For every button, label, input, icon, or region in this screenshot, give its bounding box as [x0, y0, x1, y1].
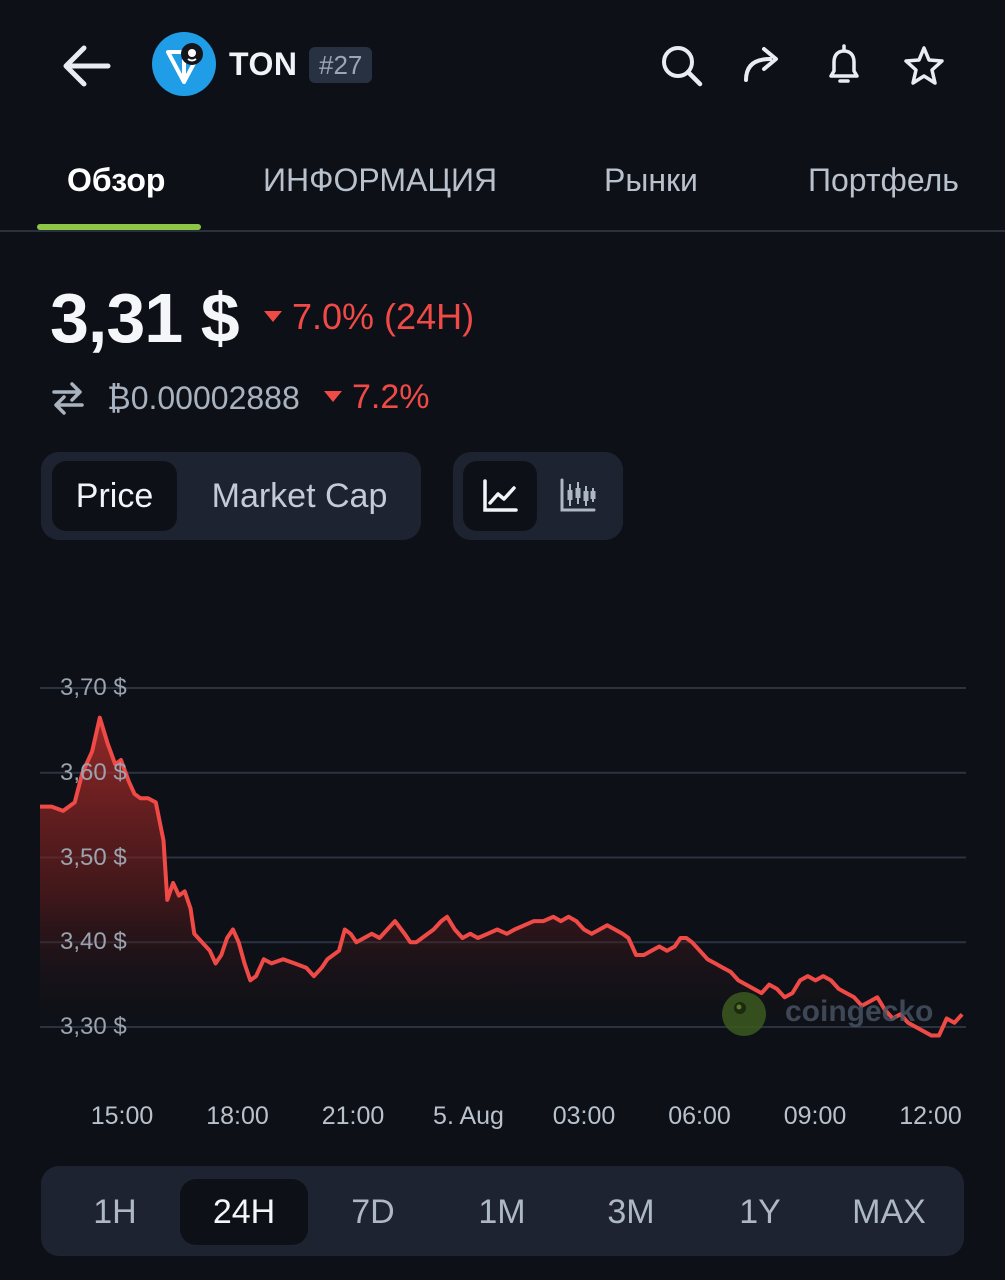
- candlestick-chart-button[interactable]: [541, 461, 615, 531]
- price-toggle-button[interactable]: Price: [52, 461, 177, 531]
- tab-portfolio[interactable]: Портфель: [808, 162, 959, 198]
- price-change-text: 7.0% (24H): [292, 296, 475, 337]
- y-axis-label: 3,70 $: [60, 674, 127, 701]
- btc-change: 7.2%: [324, 378, 430, 417]
- y-axis-label: 3,60 $: [60, 758, 127, 786]
- chart-area-fill: [40, 717, 963, 1040]
- chart-price-line: [40, 715, 964, 1038]
- x-axis-label: 12:00: [899, 1102, 962, 1130]
- current-price: 3,31 $: [50, 279, 240, 357]
- swap-arrows-icon[interactable]: [50, 380, 86, 416]
- range-max-button[interactable]: MAX: [852, 1193, 926, 1231]
- coin-symbol: TON: [229, 46, 298, 82]
- metric-toggle: Price Market Cap: [41, 452, 421, 540]
- chart-type-toggle: [453, 452, 623, 540]
- range-7d-button[interactable]: 7D: [351, 1193, 395, 1231]
- market-cap-toggle-button[interactable]: Market Cap: [211, 477, 388, 515]
- coingecko-logo-icon: [722, 992, 766, 1036]
- x-axis-label: 5. Aug: [433, 1102, 504, 1130]
- price-change: 7.0% (24H): [264, 296, 474, 338]
- down-triangle-icon: [324, 390, 342, 402]
- down-triangle-icon: [264, 310, 282, 322]
- range-1h-button[interactable]: 1H: [93, 1193, 137, 1231]
- rank-badge: #27: [309, 47, 373, 83]
- bell-icon[interactable]: [819, 40, 869, 90]
- search-icon[interactable]: [657, 40, 707, 90]
- x-axis-label: 18:00: [206, 1102, 269, 1130]
- x-axis-label: 21:00: [321, 1102, 385, 1130]
- x-axis-label: 06:00: [668, 1102, 731, 1130]
- x-axis-label: 15:00: [90, 1102, 154, 1130]
- range-24h-button[interactable]: 24H: [180, 1179, 308, 1245]
- btc-price: ₿0.00002888: [107, 380, 300, 416]
- candlestick-chart-icon: [560, 478, 596, 512]
- y-axis-label: 3,50 $: [60, 843, 127, 871]
- range-1y-button[interactable]: 1Y: [739, 1193, 781, 1231]
- range-1m-button[interactable]: 1M: [478, 1193, 526, 1231]
- coin-logo: [152, 32, 216, 96]
- time-range-selector: 1H 24H 7D 1M 3M 1Y MAX: [41, 1166, 964, 1256]
- watermark-text: coingecko: [785, 995, 934, 1028]
- line-chart-button[interactable]: [463, 461, 537, 531]
- x-axis-label: 09:00: [783, 1102, 847, 1130]
- tab-bar: Обзор ИНФОРМАЦИЯ Рынки Портфель: [0, 130, 1005, 232]
- range-3m-button[interactable]: 3M: [607, 1193, 655, 1231]
- tab-markets[interactable]: Рынки: [604, 162, 698, 198]
- btc-change-text: 7.2%: [352, 378, 430, 416]
- line-chart-icon: [483, 479, 518, 512]
- tab-overview[interactable]: Обзор: [67, 162, 166, 198]
- y-axis-label: 3,30 $: [60, 1013, 127, 1040]
- x-axis-label: 03:00: [552, 1102, 616, 1130]
- star-icon[interactable]: [899, 40, 949, 90]
- active-tab-indicator: [37, 224, 201, 230]
- top-bar: TON #27: [0, 0, 1005, 130]
- back-arrow-icon[interactable]: [56, 40, 116, 92]
- y-axis-label: 3,40 $: [60, 928, 127, 956]
- share-icon[interactable]: [738, 40, 788, 90]
- tab-info[interactable]: ИНФОРМАЦИЯ: [263, 162, 498, 198]
